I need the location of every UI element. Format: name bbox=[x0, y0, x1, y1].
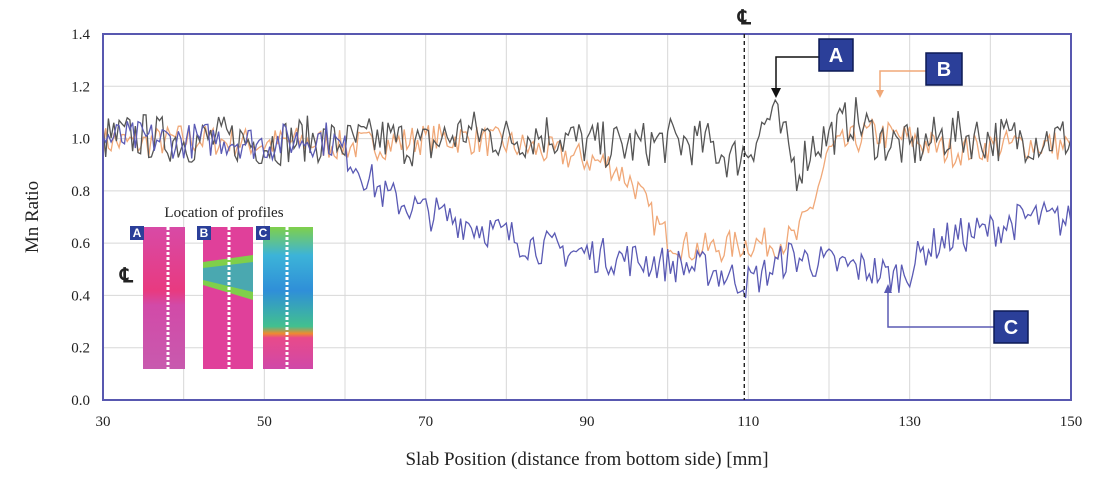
callout-a-leader bbox=[775, 56, 819, 92]
callout-a-box bbox=[818, 38, 854, 72]
x-tick-label: 30 bbox=[96, 414, 111, 430]
callout-c-leader bbox=[887, 290, 994, 328]
inset-panel-c-tag bbox=[256, 226, 270, 240]
centerline-label: ℄ bbox=[737, 7, 752, 29]
callout-b-leader bbox=[879, 70, 926, 92]
x-tick-label: 150 bbox=[1060, 414, 1083, 430]
series-b-line bbox=[102, 117, 1072, 264]
x-tick-label: 70 bbox=[418, 414, 433, 430]
y-tick-label: 0.8 bbox=[71, 184, 90, 200]
series-c-line bbox=[102, 120, 1072, 299]
inset-panel-a-label: A bbox=[133, 226, 142, 240]
y-tick-label: 0.6 bbox=[71, 236, 90, 252]
inset-panel-c-label: C bbox=[259, 226, 268, 240]
axis-ticks: 30 50 70 90 110 130 150 0.0 0.2 0.4 0.6 0.8 1.0 1.2 1.… bbox=[71, 27, 1082, 430]
x-tick-label: 130 bbox=[898, 414, 921, 430]
inset-panel-a-image bbox=[143, 227, 185, 369]
y-tick-label: 1.0 bbox=[71, 132, 90, 148]
inset-panel-a-tag bbox=[130, 226, 144, 240]
callout-a: A bbox=[771, 38, 854, 98]
callout-b: B bbox=[876, 52, 963, 98]
callout-b-arrowhead bbox=[876, 90, 884, 98]
callout-b-box bbox=[925, 52, 963, 86]
centerline-marker: ℄ bbox=[737, 7, 752, 400]
callout-b-label: B bbox=[937, 59, 951, 81]
series-lines bbox=[102, 97, 1072, 299]
y-tick-label: 1.2 bbox=[71, 79, 90, 95]
series-a-line bbox=[102, 97, 1072, 192]
x-tick-label: 50 bbox=[257, 414, 272, 430]
callout-c-label: C bbox=[1004, 317, 1018, 339]
callout-a-arrowhead bbox=[771, 88, 781, 98]
y-tick-label: 1.4 bbox=[71, 27, 90, 43]
plot-frame bbox=[102, 33, 1072, 401]
callout-c-box bbox=[993, 310, 1029, 344]
inset-panel-b-label: B bbox=[200, 226, 209, 240]
x-axis-title: Slab Position (distance from bottom side… bbox=[405, 449, 768, 470]
inset-panel-b-tag bbox=[197, 226, 211, 240]
profile-location-inset: Location of profiles ℄ A B C bbox=[119, 205, 313, 369]
y-tick-label: 0.4 bbox=[71, 288, 90, 304]
y-tick-label: 0.0 bbox=[71, 393, 90, 409]
inset-title: Location of profiles bbox=[164, 205, 283, 221]
y-tick-label: 0.2 bbox=[71, 341, 90, 357]
x-tick-label: 90 bbox=[580, 414, 595, 430]
y-axis-title: Mn Ratio bbox=[22, 181, 43, 253]
inset-centerline-label: ℄ bbox=[119, 265, 134, 287]
callout-c-arrowhead bbox=[884, 284, 892, 293]
x-tick-label: 110 bbox=[737, 414, 759, 430]
callout-a-label: A bbox=[829, 45, 843, 67]
callout-c: C bbox=[884, 284, 1029, 344]
